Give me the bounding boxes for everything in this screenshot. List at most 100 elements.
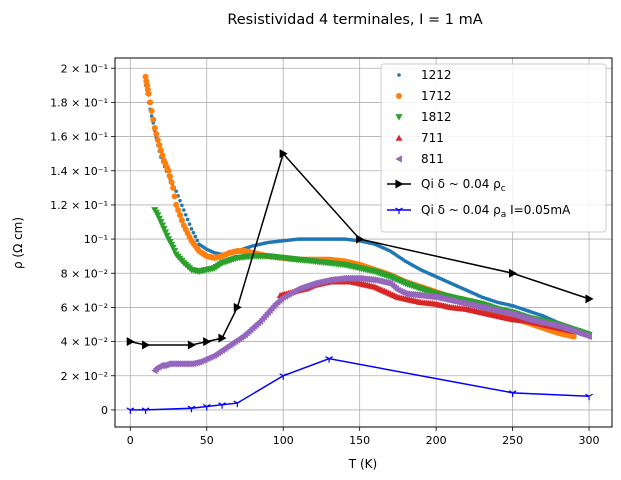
data-point bbox=[185, 217, 190, 222]
data-point bbox=[585, 332, 592, 341]
data-point bbox=[178, 217, 185, 224]
data-point bbox=[279, 149, 288, 159]
data-point bbox=[189, 227, 194, 231]
data-point bbox=[157, 219, 165, 226]
data-point bbox=[218, 402, 226, 409]
legend-marker bbox=[395, 155, 402, 163]
legend-label: Qi δ ~ 0.04 ρc bbox=[421, 177, 506, 194]
data-point bbox=[126, 337, 135, 347]
data-point bbox=[325, 356, 333, 363]
data-point bbox=[509, 268, 518, 278]
legend-label: 711 bbox=[421, 131, 444, 145]
x-tick-label: 0 bbox=[127, 434, 134, 447]
series-line bbox=[130, 152, 590, 346]
data-point bbox=[155, 215, 163, 223]
data-point bbox=[147, 99, 154, 106]
legend-item-5: Qi δ ~ 0.04 ρc bbox=[387, 177, 506, 194]
data-point bbox=[182, 208, 186, 212]
data-point bbox=[141, 407, 150, 414]
legend: 1212 1712 1812 711 811 Qi δ ~ 0.04 ρc Qi δ ~ 0… bbox=[380, 63, 607, 233]
y-tick-label: 6 × 10⁻² bbox=[61, 301, 108, 314]
data-point bbox=[356, 234, 365, 244]
data-point bbox=[180, 203, 184, 208]
data-point bbox=[508, 390, 517, 397]
data-point bbox=[150, 116, 157, 123]
data-point bbox=[165, 167, 172, 174]
data-point bbox=[175, 207, 182, 214]
legend-marker bbox=[395, 114, 403, 121]
data-point bbox=[168, 179, 175, 186]
series-5 bbox=[126, 149, 594, 350]
data-point bbox=[279, 373, 288, 380]
data-point bbox=[183, 212, 188, 217]
data-point bbox=[154, 212, 162, 219]
legend-item-3: 711 bbox=[395, 131, 444, 145]
data-point bbox=[233, 302, 242, 312]
y-tick-label: 1.8 × 10⁻¹ bbox=[50, 96, 108, 109]
data-point bbox=[145, 90, 152, 97]
y-tick-label: 0 bbox=[101, 404, 108, 417]
x-tick-label: 250 bbox=[502, 434, 523, 447]
data-point bbox=[173, 201, 180, 208]
legend-item-4: 811 bbox=[395, 152, 444, 166]
data-point bbox=[159, 152, 166, 159]
legend-marker bbox=[396, 93, 402, 99]
data-point bbox=[157, 147, 164, 154]
y-tick-label: 1.6 × 10⁻¹ bbox=[50, 131, 108, 144]
data-point bbox=[187, 405, 196, 413]
data-point bbox=[163, 232, 171, 240]
y-axis-label: ρ (Ω cm) bbox=[11, 217, 25, 269]
x-tick-label: 300 bbox=[579, 434, 600, 447]
legend-label: 811 bbox=[421, 152, 444, 166]
y-tick-label: 2 × 10⁻¹ bbox=[61, 62, 108, 75]
data-point bbox=[193, 234, 198, 239]
data-point bbox=[167, 173, 174, 180]
x-tick-label: 50 bbox=[200, 434, 214, 447]
data-point bbox=[195, 238, 199, 243]
x-tick-label: 200 bbox=[426, 434, 447, 447]
data-point bbox=[154, 137, 161, 143]
x-axis: 0 50 100 150 200 250 300 bbox=[127, 427, 600, 447]
data-point bbox=[156, 142, 163, 149]
y-tick-label: 8 × 10⁻² bbox=[61, 267, 108, 280]
data-point bbox=[203, 337, 212, 347]
legend-label: 1712 bbox=[421, 89, 452, 103]
legend-marker bbox=[395, 207, 403, 214]
legend-label: 1212 bbox=[421, 68, 452, 82]
legend-label: 1812 bbox=[421, 110, 452, 124]
axes-frame bbox=[114, 57, 613, 428]
y-axis: 0 2 × 10⁻² 4 × 10⁻² 6 × 10⁻² 8 × 10⁻² 10⁻¹ 1.2… bbox=[50, 62, 115, 417]
data-point bbox=[187, 340, 196, 350]
data-point bbox=[169, 244, 177, 252]
y-tick-label: 2 × 10⁻² bbox=[61, 370, 108, 383]
legend-label: Qi δ ~ 0.04 ρa I=0.05mA bbox=[421, 203, 571, 220]
data-point bbox=[570, 333, 577, 340]
series-line bbox=[130, 357, 590, 411]
x-tick-label: 100 bbox=[273, 434, 294, 447]
legend-item-0: 1212 bbox=[397, 68, 452, 82]
data-point bbox=[153, 131, 160, 138]
x-axis-label: T (K) bbox=[348, 457, 377, 471]
legend-item-2: 1812 bbox=[395, 110, 452, 124]
data-point bbox=[126, 407, 135, 414]
legend-marker bbox=[395, 134, 403, 141]
legend-marker bbox=[395, 179, 404, 189]
data-point bbox=[160, 225, 168, 233]
legend-marker bbox=[397, 73, 401, 77]
data-point bbox=[148, 107, 155, 114]
y-tick-label: 4 × 10⁻² bbox=[61, 336, 108, 349]
data-point bbox=[170, 184, 177, 191]
y-tick-label: 1.4 × 10⁻¹ bbox=[50, 165, 108, 178]
chart-title: Resistividad 4 terminales, I = 1 mA bbox=[227, 12, 482, 28]
data-point bbox=[187, 222, 192, 226]
data-point bbox=[585, 294, 594, 304]
data-point bbox=[161, 229, 170, 236]
data-point bbox=[174, 189, 178, 194]
data-point bbox=[176, 212, 183, 219]
data-point bbox=[158, 222, 167, 230]
legend-box bbox=[380, 63, 607, 233]
series-6 bbox=[126, 356, 593, 414]
legend-item-6: Qi δ ~ 0.04 ρa I=0.05mA bbox=[387, 203, 571, 220]
data-point bbox=[151, 125, 158, 132]
